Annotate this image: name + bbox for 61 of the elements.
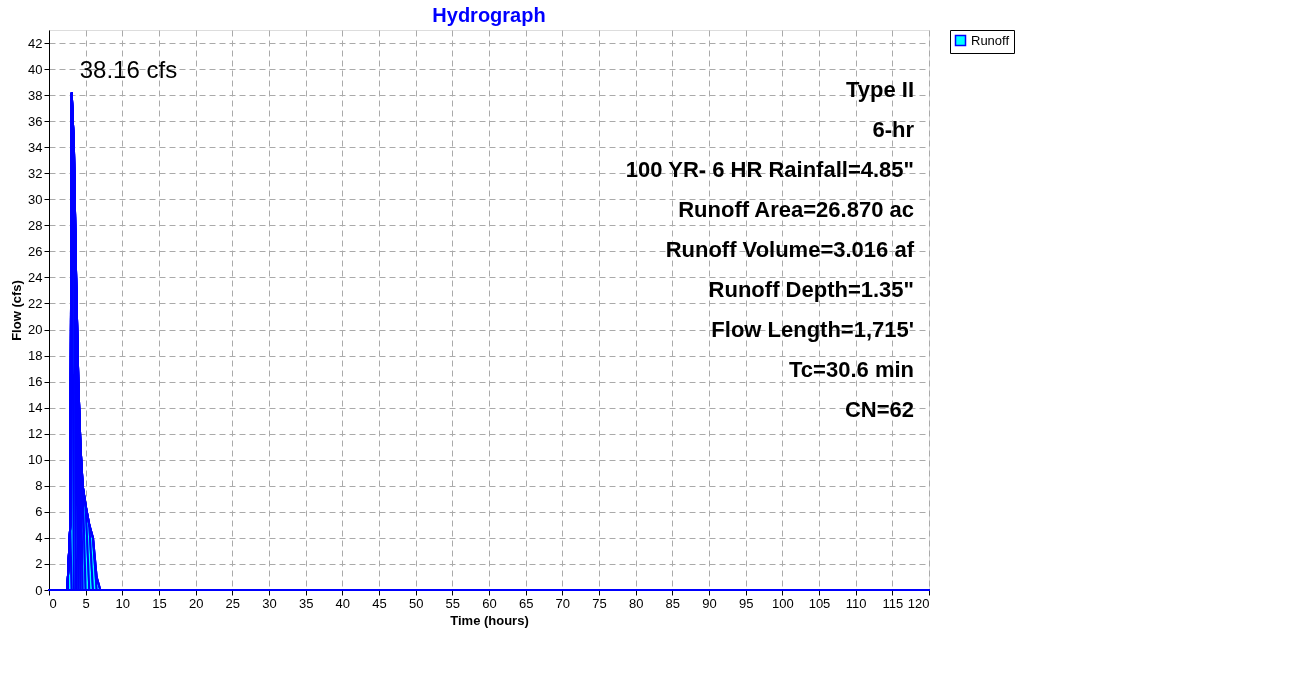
x-tick-label: 85 [665,595,681,611]
y-tick-label: 14 [28,400,43,416]
y-axis-title: Flow (cfs) [9,280,25,341]
annotation: Tc=30.6 min [789,357,914,382]
y-tick-label: 22 [28,295,43,311]
y-tick-label: 34 [28,139,43,155]
y-tick-label: 2 [35,556,43,572]
y-tick-label: 8 [35,478,43,494]
x-tick-label: 115 [882,595,904,611]
x-tick-label: 10 [115,595,131,611]
x-tick-label: 105 [808,595,831,611]
x-tick-label: 5 [82,595,90,611]
x-tick-label: 75 [592,595,607,611]
x-axis-title: Time (hours) [450,612,529,628]
annotation: CN=62 [844,397,914,422]
y-tick-label: 24 [28,269,43,285]
y-tick-label: 30 [28,191,43,207]
x-tick-label: 65 [518,595,534,611]
x-tick-label: 35 [298,595,314,611]
y-tick-label: 38 [28,87,43,103]
annotation: Runoff Volume=3.016 af [665,237,915,262]
x-tick-label: 55 [445,595,461,611]
x-tick-label: 25 [225,595,241,611]
x-tick-label: 60 [482,595,497,611]
y-tick-label: 16 [28,374,43,390]
y-tick-label: 36 [28,113,43,129]
x-tick-label: 45 [372,595,387,611]
x-tick-label: 90 [702,595,717,611]
annotation: Type II [845,77,914,102]
x-tick-label: 40 [335,595,351,611]
x-tick-label: 100 [771,595,794,611]
x-tick-label: 30 [262,595,277,611]
chart-title: Hydrograph [432,3,546,26]
y-tick-label: 28 [28,217,43,233]
x-tick-label: 20 [188,595,204,611]
x-tick-label: 80 [628,595,644,611]
annotation: Flow Length=1,715' [711,317,914,342]
annotation: Runoff Area=26.870 ac [678,197,914,222]
y-tick-label: 18 [28,348,43,364]
y-tick-label: 20 [28,322,43,338]
x-tick-label: 120 [907,595,930,611]
x-tick-label: 0 [49,595,57,611]
y-tick-label: 0 [35,582,43,598]
x-tick-label: 15 [152,595,167,611]
x-tick-label: 110 [845,595,867,611]
x-tick-label: 70 [555,595,571,611]
y-tick-label: 6 [35,504,43,520]
y-tick-label: 12 [28,426,43,442]
annotation: 38.16 cfs [79,56,178,84]
annotation: 6-hr [872,117,915,142]
y-tick-label: 40 [28,61,43,77]
x-tick-label: 95 [738,595,754,611]
y-tick-label: 10 [28,452,43,468]
y-tick-label: 42 [28,35,43,51]
y-tick-label: 26 [28,243,43,259]
y-tick-label: 32 [28,165,43,181]
y-tick-label: 4 [35,530,43,546]
x-tick-label: 50 [408,595,424,611]
annotation: Runoff Depth=1.35" [708,277,914,302]
annotation: 100 YR- 6 HR Rainfall=4.85" [625,157,914,182]
legend-label: Runoff [971,32,1010,48]
